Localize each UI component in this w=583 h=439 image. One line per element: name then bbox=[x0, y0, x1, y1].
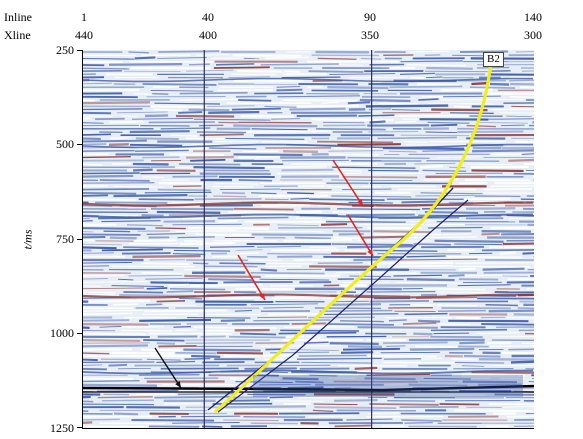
time-tick bbox=[77, 144, 82, 145]
xline-tick-label: 350 bbox=[361, 28, 379, 42]
inline-tick-label: 90 bbox=[364, 10, 376, 24]
xline-tick-label: 440 bbox=[75, 28, 93, 42]
xline-axis-label: Xline bbox=[4, 28, 31, 42]
well-name-label: B2 bbox=[483, 52, 504, 67]
time-tick bbox=[77, 239, 82, 240]
time-tick bbox=[77, 50, 82, 51]
time-tick-label: 1250 bbox=[50, 421, 74, 435]
seismic-image bbox=[83, 50, 534, 428]
time-tick-label: 750 bbox=[56, 232, 74, 246]
inline-axis-label: Inline bbox=[4, 10, 32, 24]
time-tick-label: 500 bbox=[56, 137, 74, 151]
time-tick bbox=[77, 427, 82, 428]
xline-tick-label: 400 bbox=[199, 28, 217, 42]
inline-tick-label: 1 bbox=[81, 10, 87, 24]
inline-tick-label: 140 bbox=[524, 10, 542, 24]
inline-tick-label: 40 bbox=[202, 10, 214, 24]
seismic-section[interactable]: B2 bbox=[82, 50, 534, 429]
xline-tick-label: 300 bbox=[524, 28, 542, 42]
time-tick-label: 250 bbox=[56, 43, 74, 57]
time-axis-label: t/ms bbox=[20, 229, 35, 250]
time-tick bbox=[77, 333, 82, 334]
time-tick-label: 1000 bbox=[50, 326, 74, 340]
